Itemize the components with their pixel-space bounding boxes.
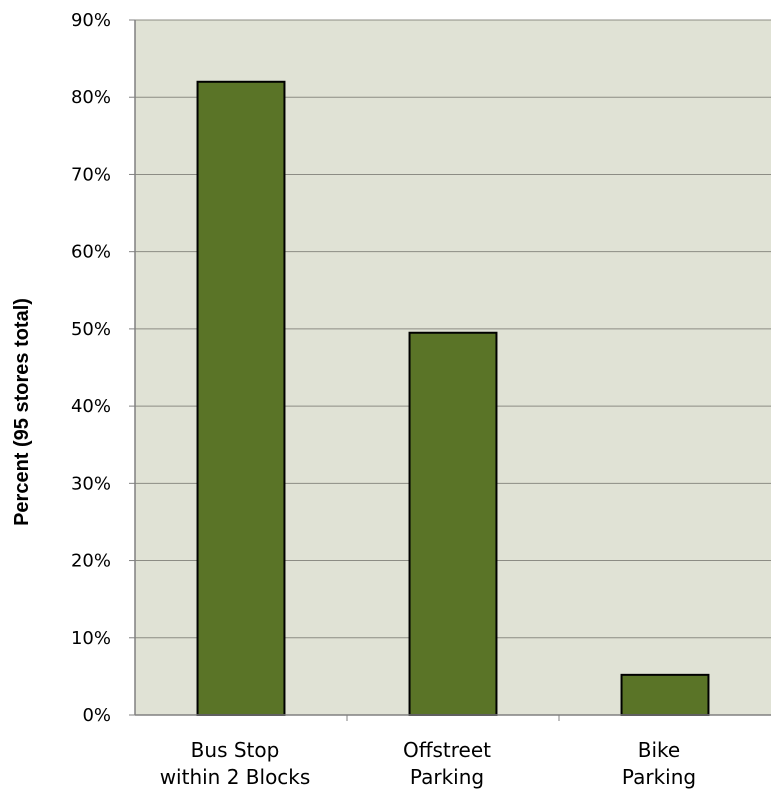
- x-tick-label: Bike Parking: [622, 738, 696, 789]
- y-tick-label: 0%: [82, 705, 111, 726]
- y-tick-label: 20%: [71, 551, 111, 572]
- y-tick-label: 60%: [71, 242, 111, 263]
- y-axis-title: Percent (95 stores total): [11, 298, 33, 526]
- x-tick-label: Offstreet Parking: [403, 738, 491, 789]
- y-tick-label: 30%: [71, 473, 111, 494]
- x-tick-labels: Bus Stop within 2 Blocks Offstreet Parking B…: [160, 738, 696, 789]
- bar: [620, 673, 710, 716]
- axes: [129, 19, 771, 721]
- bar: [408, 331, 498, 716]
- y-tick-label: 10%: [71, 628, 111, 649]
- y-tick-label: 70%: [71, 164, 111, 185]
- y-tick-label: 80%: [71, 87, 111, 108]
- y-tick-label: 90%: [71, 10, 111, 31]
- y-tick-label: 50%: [71, 319, 111, 340]
- x-tick-label: Bus Stop within 2 Blocks: [160, 738, 311, 789]
- bars: [196, 80, 710, 717]
- y-tick-labels: 0% 10% 20% 30% 40% 50% 60% 70% 80% 90%: [71, 10, 111, 726]
- y-tick-label: 40%: [71, 396, 111, 417]
- bar: [196, 80, 286, 717]
